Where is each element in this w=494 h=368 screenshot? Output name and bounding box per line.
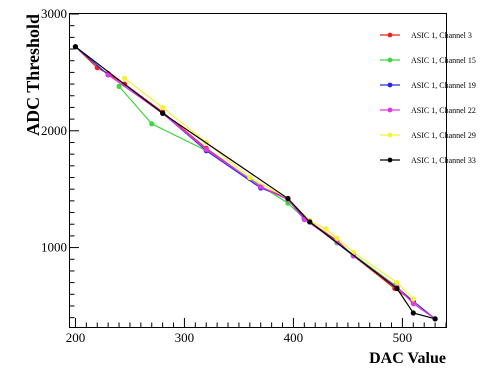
legend-label: ASIC 1, Channel 15 bbox=[411, 56, 476, 65]
x-tick-label: 400 bbox=[284, 330, 304, 345]
series-group bbox=[72, 44, 438, 322]
series-group bbox=[105, 72, 438, 322]
data-point bbox=[203, 146, 209, 153]
data-point bbox=[285, 195, 291, 202]
legend-marker bbox=[387, 57, 393, 63]
legend-label: ASIC 1, Channel 22 bbox=[411, 106, 476, 115]
data-point bbox=[432, 316, 438, 322]
legend-label: ASIC 1, Channel 3 bbox=[411, 31, 472, 40]
legend-label: ASIC 1, Channel 33 bbox=[411, 156, 476, 165]
series-layer bbox=[72, 44, 438, 322]
y-tick-label: 2000 bbox=[41, 123, 67, 138]
x-axis-title: DAC Value bbox=[369, 350, 446, 367]
y-tick-label: 3000 bbox=[41, 6, 67, 21]
data-point bbox=[105, 72, 111, 78]
data-point bbox=[410, 310, 416, 316]
legend: ASIC 1, Channel 3 ASIC 1, Channel 15 ASIC … bbox=[380, 31, 476, 165]
legend-marker bbox=[387, 157, 393, 163]
x-tick-label: 200 bbox=[66, 330, 86, 345]
x-tick-label: 300 bbox=[175, 330, 195, 345]
data-point bbox=[334, 235, 340, 241]
data-point bbox=[116, 83, 122, 90]
data-point bbox=[410, 296, 416, 302]
data-point bbox=[149, 121, 155, 127]
y-tick-label: 1000 bbox=[41, 240, 67, 255]
axes: 200 300 400 500 1000 2000 3000 bbox=[41, 6, 447, 345]
data-point bbox=[394, 280, 400, 286]
data-point bbox=[323, 226, 329, 232]
legend-marker bbox=[387, 32, 393, 38]
legend-marker bbox=[387, 107, 393, 113]
data-point bbox=[410, 301, 416, 307]
data-point bbox=[160, 110, 166, 116]
data-point bbox=[258, 184, 264, 190]
legend-marker bbox=[387, 132, 393, 138]
y-axis-title: ADC Threshold bbox=[23, 14, 43, 136]
data-point bbox=[307, 219, 313, 225]
x-tick-label: 500 bbox=[393, 330, 413, 345]
data-point bbox=[394, 285, 400, 292]
data-point bbox=[121, 75, 128, 81]
series-group bbox=[72, 44, 416, 304]
series-line bbox=[124, 77, 414, 300]
data-point bbox=[72, 44, 79, 50]
plot-frame bbox=[69, 13, 447, 328]
legend-label: ASIC 1, Channel 29 bbox=[411, 131, 476, 140]
data-point bbox=[247, 174, 253, 181]
legend-label: ASIC 1, Channel 19 bbox=[411, 81, 476, 90]
data-point bbox=[160, 104, 166, 111]
legend-marker bbox=[387, 82, 393, 88]
